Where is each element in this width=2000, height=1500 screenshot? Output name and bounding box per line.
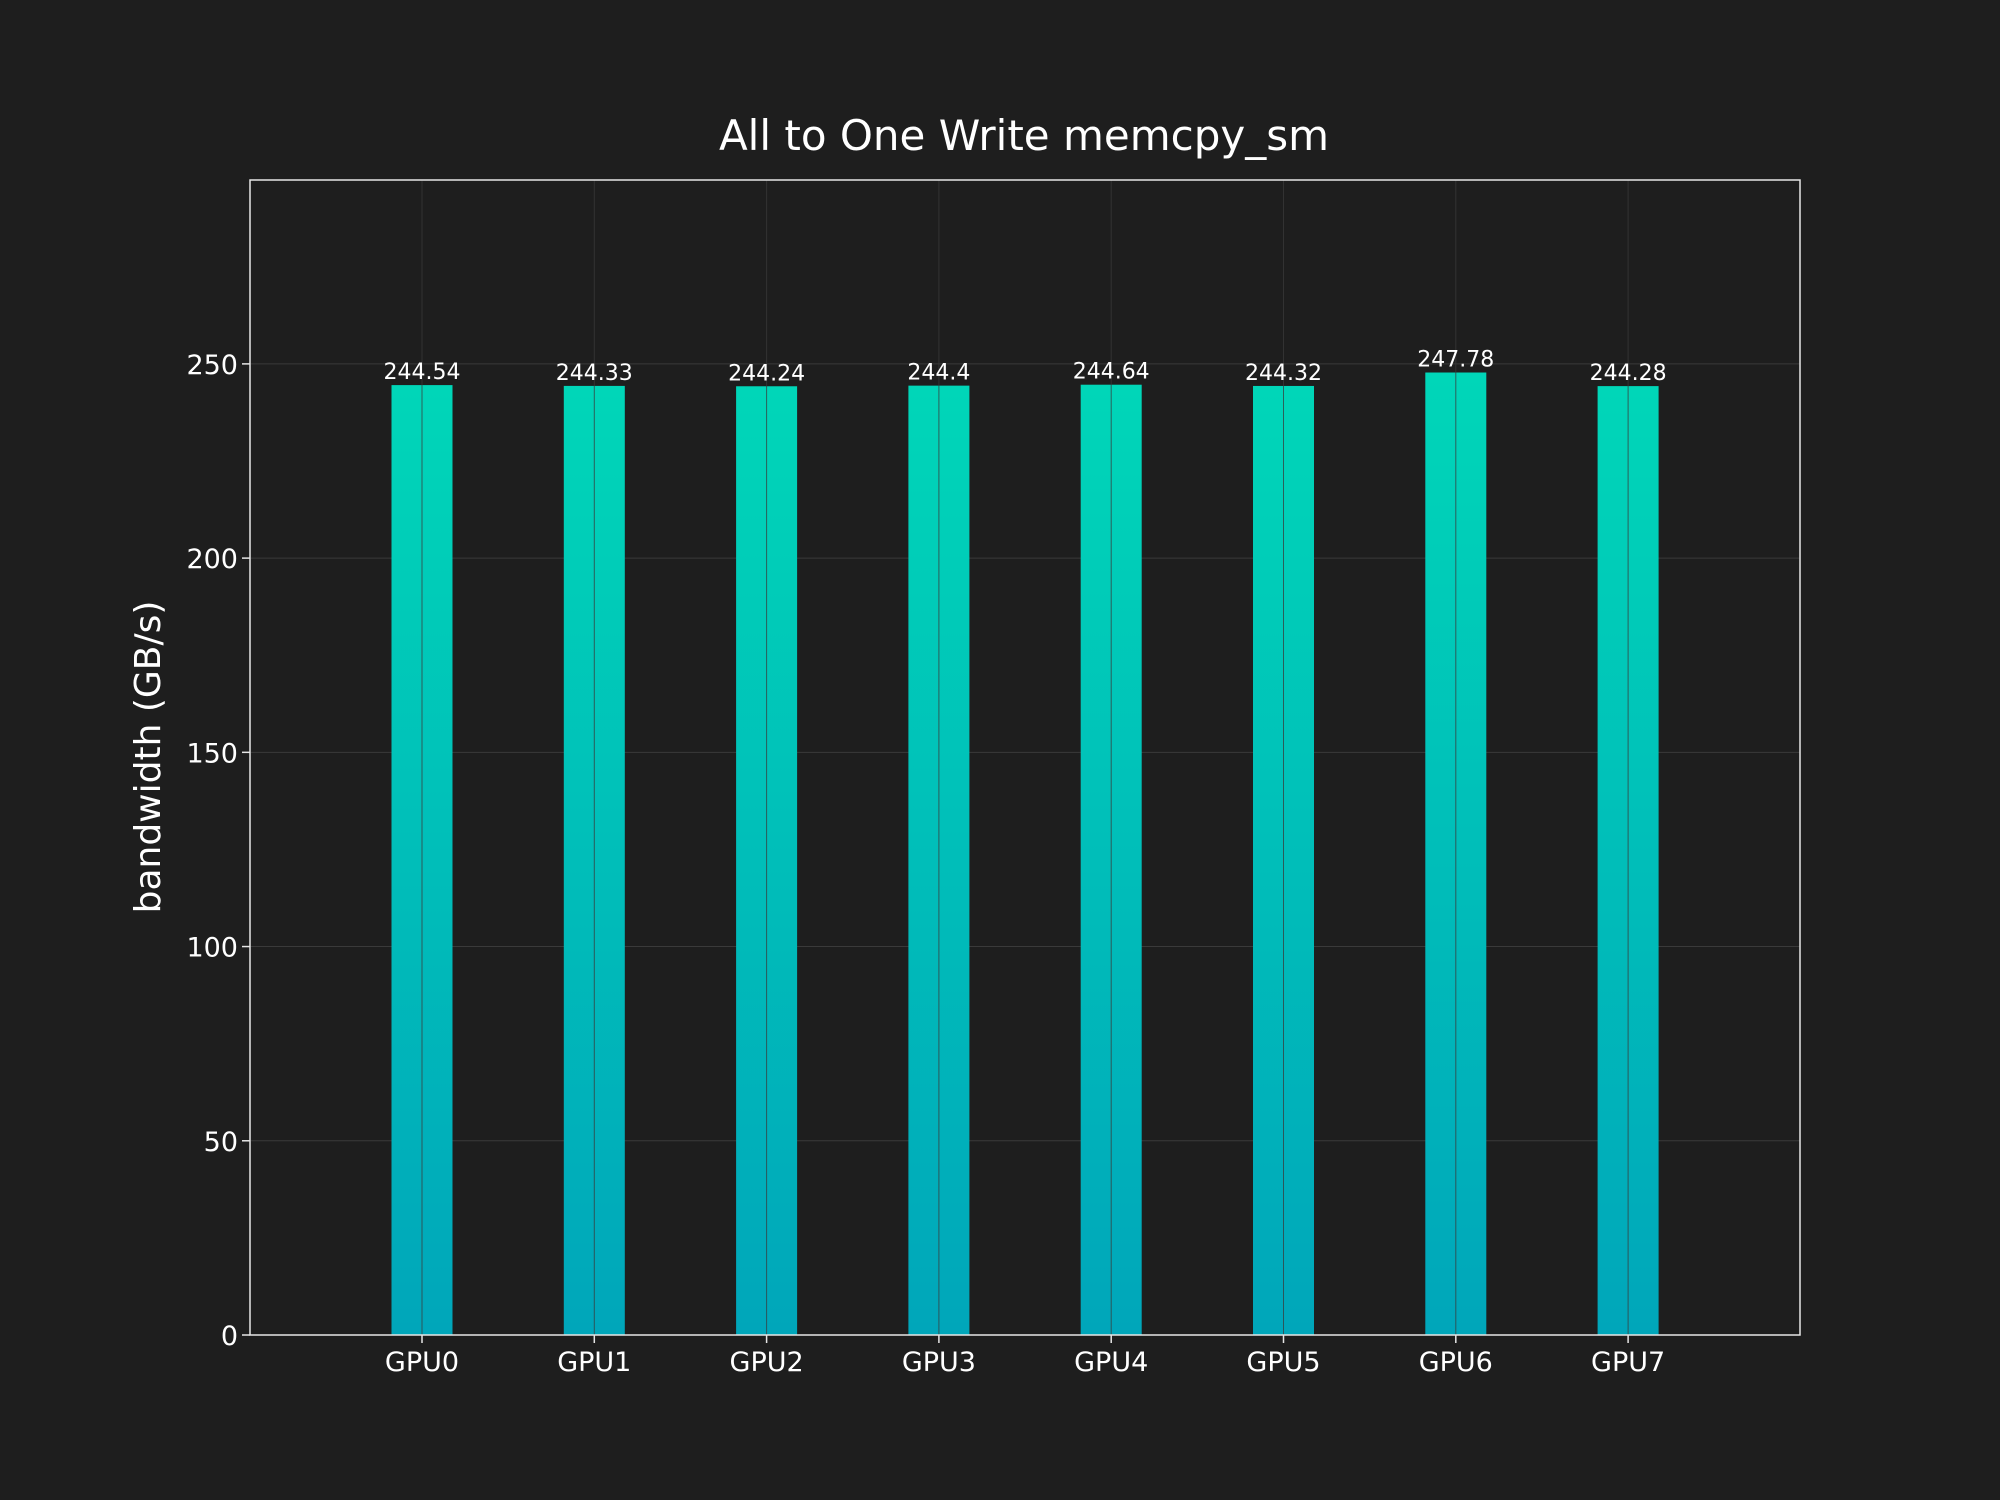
y-tick-label: 100 bbox=[186, 933, 238, 964]
x-tick-label-gpu5: GPU5 bbox=[1246, 1347, 1320, 1378]
data-label-layer: 244.54 244.33 244.24 244.4 244.64 244.32 247.7… bbox=[384, 348, 1667, 387]
data-label-gpu7: 244.28 bbox=[1590, 361, 1667, 386]
x-tick-label-gpu4: GPU4 bbox=[1074, 1347, 1148, 1378]
y-tick-label: 250 bbox=[186, 350, 238, 381]
chart-title: All to One Write memcpy_sm bbox=[719, 111, 1329, 160]
x-tick-label-gpu7: GPU7 bbox=[1591, 1347, 1665, 1378]
y-axis-label: bandwidth (GB/s) bbox=[128, 601, 169, 914]
x-tick-label-gpu0: GPU0 bbox=[385, 1347, 459, 1378]
x-tick-label-gpu1: GPU1 bbox=[557, 1347, 631, 1378]
x-tick-label-gpu2: GPU2 bbox=[730, 1347, 804, 1378]
data-label-gpu6: 247.78 bbox=[1417, 348, 1494, 373]
plot-frame bbox=[249, 179, 1801, 1336]
data-label-gpu3: 244.4 bbox=[907, 361, 970, 386]
y-tick-label: 0 bbox=[221, 1321, 238, 1352]
data-label-gpu2: 244.24 bbox=[728, 361, 805, 386]
data-label-gpu0: 244.54 bbox=[384, 360, 461, 385]
tick-layer: 0 50 100 150 200 250 GPU0 GPU1 GPU2 GPU3 GPU4 GPU5 G… bbox=[186, 350, 1665, 1378]
x-tick-label-gpu6: GPU6 bbox=[1419, 1347, 1493, 1378]
x-tick-label-gpu3: GPU3 bbox=[902, 1347, 976, 1378]
data-label-gpu4: 244.64 bbox=[1073, 360, 1150, 385]
data-label-gpu5: 244.32 bbox=[1245, 361, 1322, 386]
data-label-gpu1: 244.33 bbox=[556, 361, 633, 386]
x-grid-layer bbox=[421, 180, 1629, 1335]
y-tick-label: 50 bbox=[204, 1127, 238, 1158]
y-tick-label: 150 bbox=[186, 738, 238, 769]
y-tick-label: 200 bbox=[186, 544, 238, 575]
